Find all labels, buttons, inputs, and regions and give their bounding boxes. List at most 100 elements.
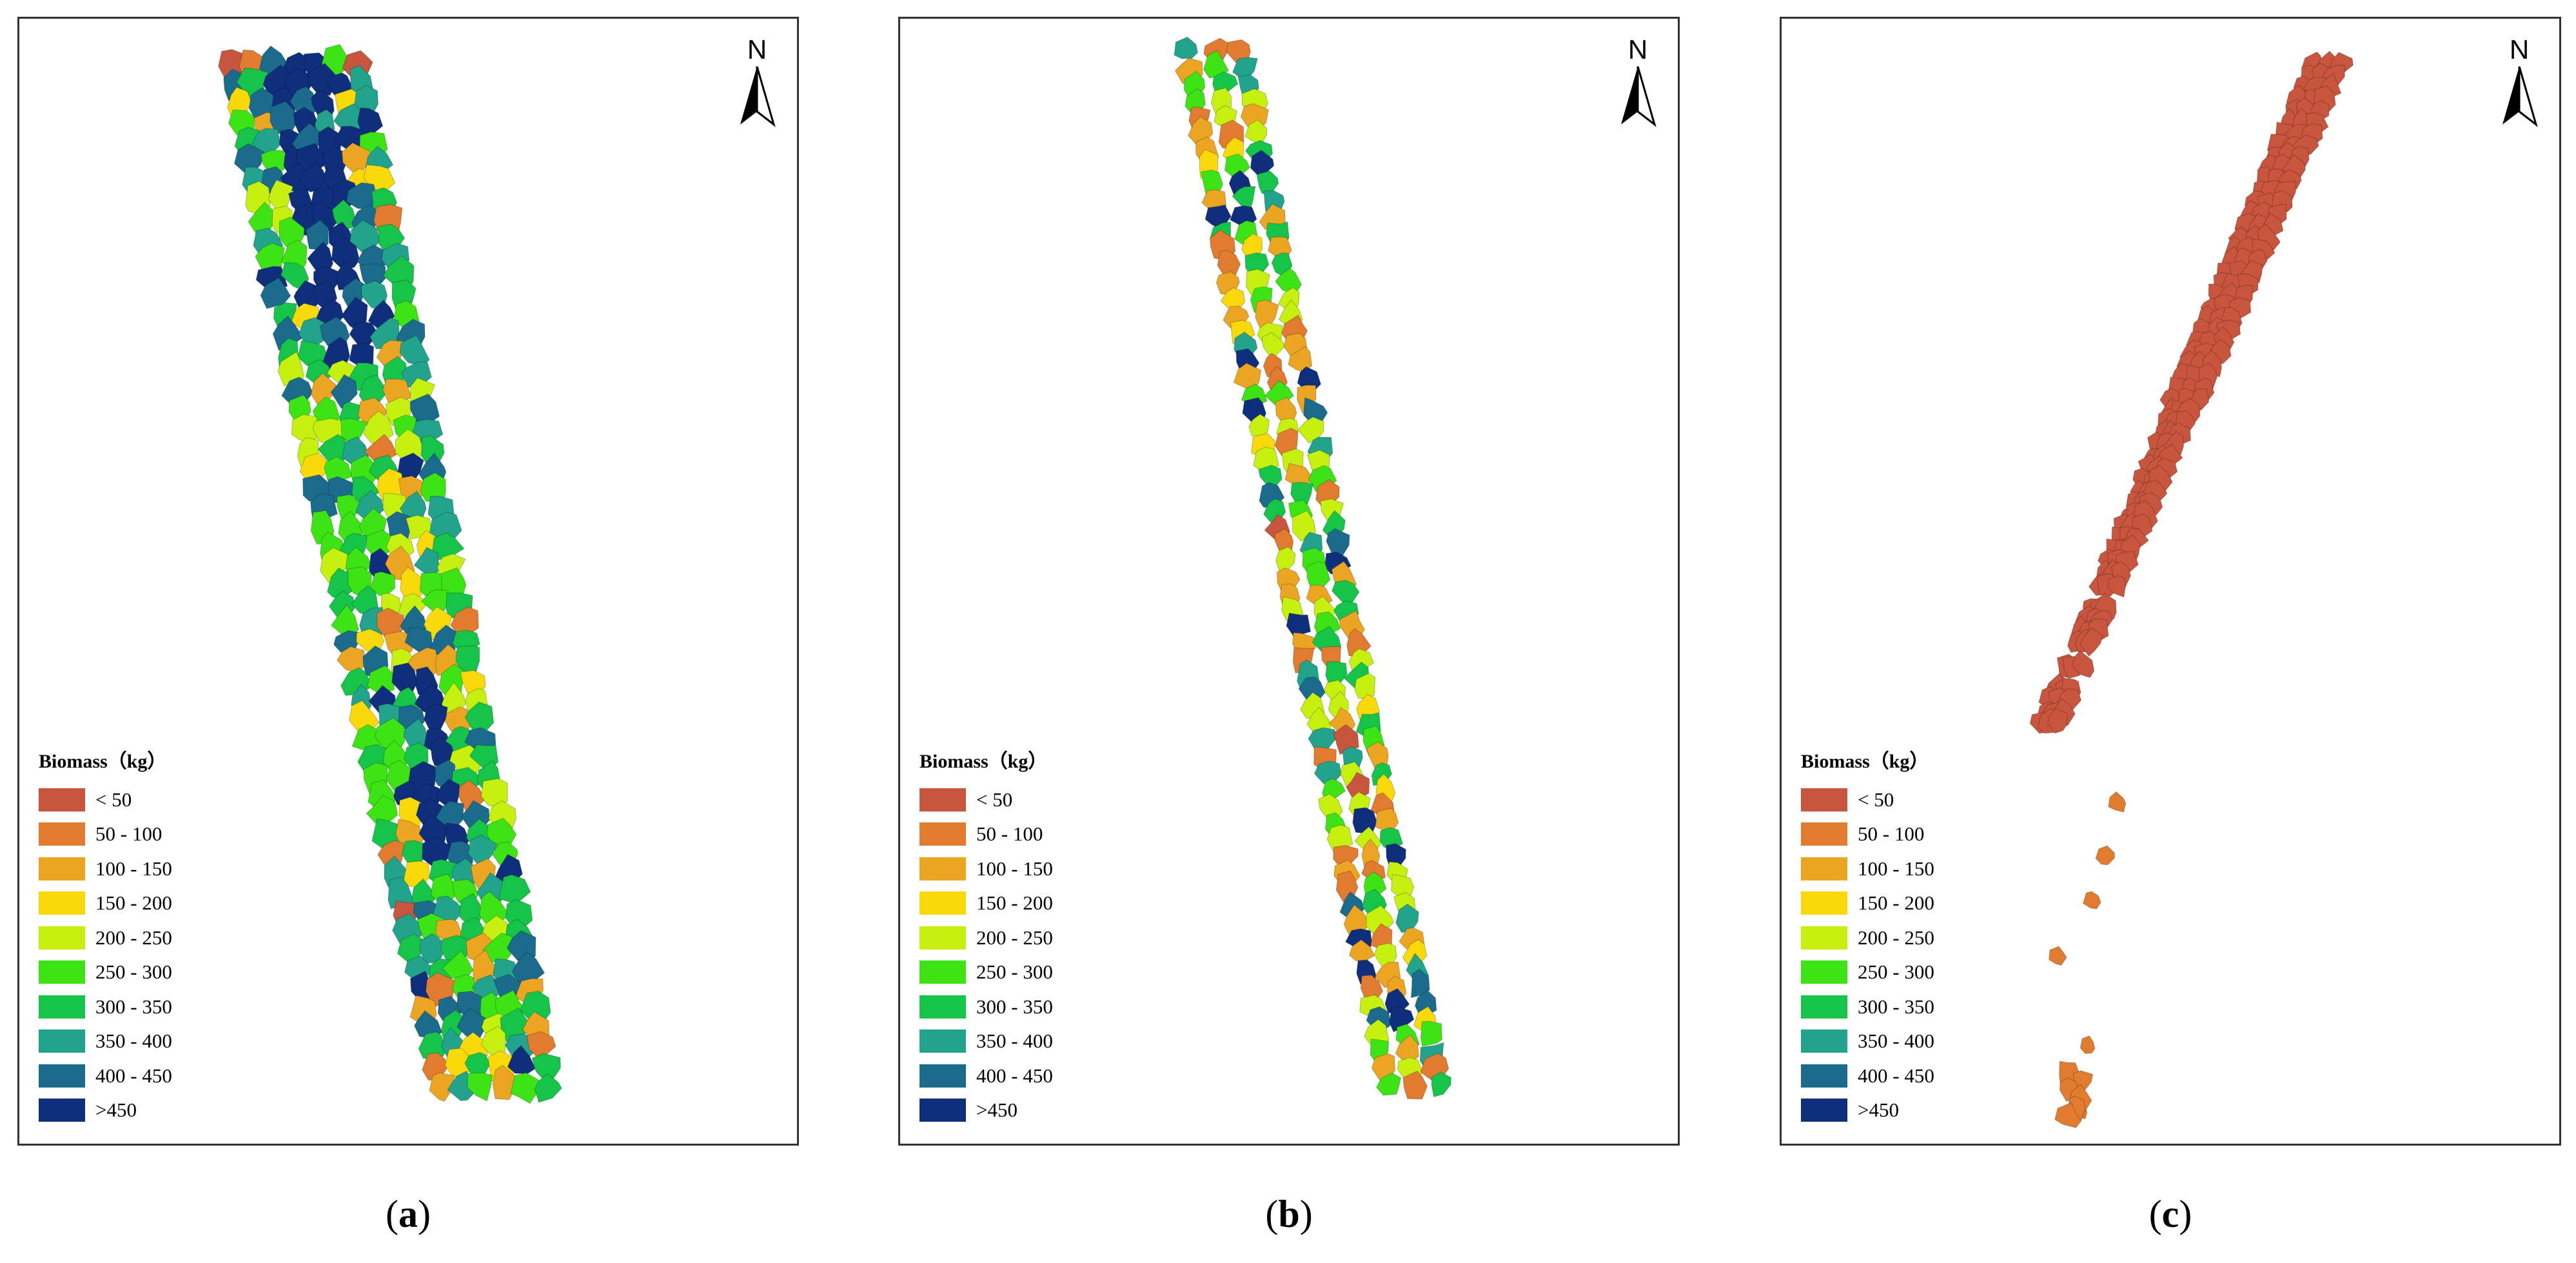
legend-label: 400 - 450 (1858, 1064, 1934, 1087)
legend-swatch (919, 1029, 966, 1053)
legend-item: 300 - 350 (1801, 990, 1934, 1024)
legend-item: 50 - 100 (39, 817, 172, 852)
legend-label: < 50 (976, 788, 1013, 811)
north-label: N (2509, 34, 2530, 65)
legend-item: 400 - 450 (39, 1059, 172, 1093)
north-arrow-icon (740, 66, 776, 127)
legend-swatch (919, 891, 966, 915)
legend-swatch (39, 788, 85, 811)
legend-swatch (1801, 788, 1847, 811)
north-arrow-icon (2502, 66, 2538, 127)
legend-item: 100 - 150 (1801, 851, 1934, 886)
legend-swatch (919, 960, 966, 984)
legend-label: >450 (95, 1099, 137, 1122)
legend-label: 150 - 200 (976, 891, 1053, 915)
legend-item: 50 - 100 (1801, 817, 1934, 852)
legend-label: 350 - 400 (1858, 1029, 1934, 1053)
legend-swatch (39, 857, 85, 880)
legend-label: 200 - 250 (95, 926, 172, 949)
legend: Biomass（kg） < 50 50 - 100 100 - 150 150 - 2… (919, 749, 1053, 1128)
legend-swatch (1801, 1099, 1847, 1122)
caption-c: (c) (2148, 1193, 2192, 1235)
legend-item: 250 - 300 (919, 955, 1053, 990)
biomass-map-a (218, 44, 562, 1104)
north-arrow-icon (1621, 66, 1657, 127)
legend-item: 100 - 150 (39, 851, 172, 886)
legend-item: 150 - 200 (1801, 886, 1934, 921)
legend-label: 150 - 200 (95, 891, 172, 915)
legend-label: >450 (1858, 1099, 1899, 1122)
legend-swatch (1801, 857, 1847, 880)
legend-swatch (39, 1029, 85, 1053)
legend-swatch (919, 995, 966, 1019)
legend-swatch (919, 926, 966, 950)
legend-label: 400 - 450 (976, 1064, 1053, 1087)
legend-item: 400 - 450 (1801, 1059, 1934, 1093)
legend-swatch (1801, 995, 1847, 1019)
caption-b: (b) (1265, 1193, 1313, 1235)
legend-item: < 50 (919, 782, 1053, 817)
north-label: N (1627, 34, 1648, 65)
north-label: N (747, 34, 767, 65)
legend-label: >450 (976, 1099, 1018, 1122)
legend-item: 350 - 400 (39, 1024, 172, 1059)
legend-label: 50 - 100 (1858, 822, 1925, 846)
legend-swatch (39, 960, 85, 984)
biomass-map-c (2029, 50, 2354, 1128)
legend-title: Biomass（kg） (919, 751, 1048, 772)
north-arrow: N (2493, 35, 2545, 139)
legend-swatch (919, 857, 966, 880)
legend-item: 150 - 200 (39, 886, 172, 921)
north-arrow: N (1612, 35, 1664, 139)
caption-a: (a) (386, 1193, 431, 1235)
legend-label: 100 - 150 (1858, 857, 1934, 880)
legend-item: 250 - 300 (39, 955, 172, 990)
legend-swatch (1801, 891, 1847, 915)
legend-swatch (39, 995, 85, 1019)
legend-swatch (919, 822, 966, 846)
legend-item: 200 - 250 (39, 920, 172, 955)
legend-label: 150 - 200 (1858, 891, 1934, 915)
legend-label: < 50 (95, 788, 132, 811)
legend-item: 300 - 350 (39, 990, 172, 1024)
legend-swatch (39, 926, 85, 950)
legend-swatch (1801, 960, 1847, 984)
legend-label: 350 - 400 (95, 1029, 172, 1053)
legend-item: 350 - 400 (919, 1024, 1053, 1059)
legend-swatch (1801, 822, 1847, 846)
legend-label: 400 - 450 (95, 1064, 172, 1087)
legend-label: 50 - 100 (976, 822, 1043, 846)
legend-label: 300 - 350 (95, 995, 172, 1018)
legend-label: 350 - 400 (976, 1029, 1053, 1053)
legend-item: 150 - 200 (919, 886, 1053, 921)
legend-label: 50 - 100 (95, 822, 162, 846)
map-panel-a: N Biomass（kg） < 50 50 - 100 100 - 150 150 -… (17, 17, 799, 1146)
legend-item: < 50 (1801, 782, 1934, 817)
legend-swatch (1801, 1064, 1847, 1088)
legend-label: 250 - 300 (1858, 960, 1934, 984)
legend-title: Biomass（kg） (1801, 751, 1929, 772)
legend-item: 300 - 350 (919, 990, 1053, 1024)
legend-item: 200 - 250 (919, 920, 1053, 955)
legend-swatch (1801, 926, 1847, 950)
map-panel-c: N Biomass（kg） < 50 50 - 100 100 - 150 150 -… (1780, 17, 2561, 1146)
legend-swatch (39, 1099, 85, 1122)
legend-label: 200 - 250 (1858, 926, 1934, 949)
legend-swatch (39, 891, 85, 915)
biomass-map-b (1174, 36, 1451, 1100)
legend: Biomass（kg） < 50 50 - 100 100 - 150 150 - 2… (39, 749, 172, 1128)
legend-title: Biomass（kg） (39, 751, 167, 772)
legend-swatch (919, 788, 966, 811)
legend-swatch (39, 1064, 85, 1088)
legend-swatch (39, 822, 85, 846)
legend-item: 100 - 150 (919, 851, 1053, 886)
legend-swatch (919, 1064, 966, 1088)
map-panel-b: N Biomass（kg） < 50 50 - 100 100 - 150 150 -… (898, 17, 1680, 1146)
legend-label: 250 - 300 (95, 960, 172, 984)
north-arrow: N (731, 35, 783, 139)
legend-item: >450 (39, 1093, 172, 1128)
legend-item: >450 (919, 1093, 1053, 1128)
legend-item: 50 - 100 (919, 817, 1053, 852)
legend-item: 350 - 400 (1801, 1024, 1934, 1059)
legend-label: 300 - 350 (976, 995, 1053, 1018)
